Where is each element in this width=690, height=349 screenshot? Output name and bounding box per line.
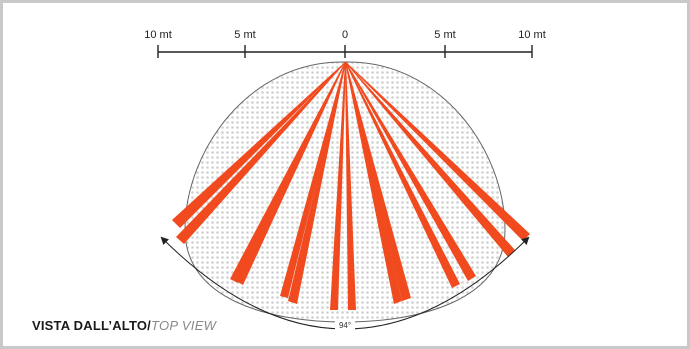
- scale-tick-label: 10 mt: [518, 29, 546, 41]
- beam: [345, 62, 460, 288]
- distance-scale: 10 mt 5 mt 0 5 mt 10 mt: [144, 29, 546, 58]
- field-of-view-angle-label: 94°: [339, 321, 351, 330]
- beam: [176, 62, 346, 244]
- scale-tick-label: 10 mt: [144, 29, 172, 41]
- caption-sub: TOP VIEW: [151, 318, 217, 333]
- beam: [345, 62, 515, 257]
- scale-tick-label: 5 mt: [434, 29, 455, 41]
- angle-label-background: [335, 320, 355, 330]
- beam: [345, 62, 476, 281]
- caption-main: VISTA DALL’ALTO/: [32, 318, 151, 333]
- scale-tick-label: 0: [342, 29, 348, 41]
- beam: [330, 62, 346, 310]
- beam: [234, 62, 346, 285]
- scale-tick-label: 5 mt: [234, 29, 255, 41]
- beam: [172, 62, 346, 228]
- beam: [345, 62, 356, 310]
- view-caption: VISTA DALL’ALTO/TOP VIEW: [32, 318, 216, 333]
- detection-beams: [172, 62, 530, 310]
- beam: [345, 62, 530, 241]
